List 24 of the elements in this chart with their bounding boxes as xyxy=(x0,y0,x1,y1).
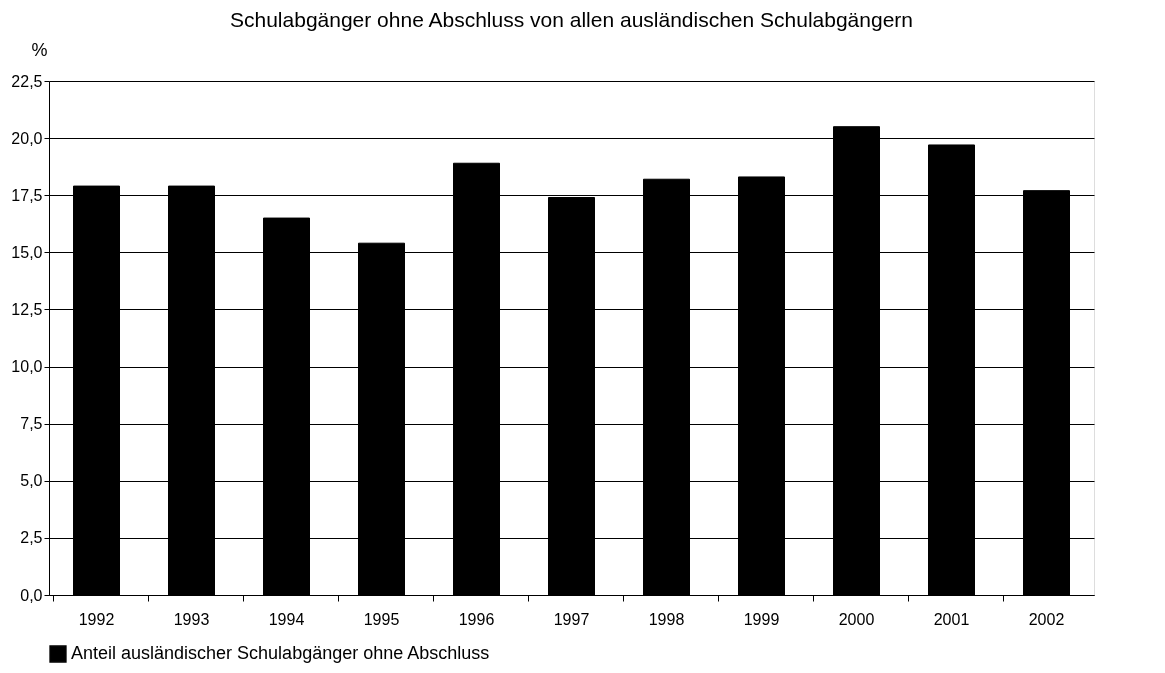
x-tick-label: 1997 xyxy=(553,610,590,628)
x-tick-label: 1995 xyxy=(363,610,400,628)
y-tick-label: 2,5 xyxy=(20,529,43,547)
y-tick-label: 20,0 xyxy=(11,129,43,147)
y-tick-label: 17,5 xyxy=(11,186,43,204)
y-tick-label: 10,0 xyxy=(11,358,43,376)
x-tick-label: 1993 xyxy=(173,610,210,628)
y-tick-label: 12,5 xyxy=(11,300,43,318)
x-tick-label: 1994 xyxy=(268,610,305,628)
y-tick-label: 15,0 xyxy=(11,243,43,261)
x-tick-label: 2002 xyxy=(1028,610,1065,628)
y-tick-label: 0,0 xyxy=(20,586,43,604)
x-tick-label: 1992 xyxy=(78,610,115,628)
x-tick-label: 2001 xyxy=(933,610,970,628)
x-tick-label: 1996 xyxy=(458,610,495,628)
x-tick-label: 1999 xyxy=(743,610,780,628)
chart-title: Schulabgänger ohne Abschluss von allen ausländischen Schulabgängern xyxy=(229,8,914,31)
y-tick-label: 5,0 xyxy=(20,472,43,490)
x-tick-label: 1998 xyxy=(648,610,685,628)
y-tick-label: 22,5 xyxy=(11,72,43,90)
y-tick-label: 7,5 xyxy=(20,415,43,433)
legend-label: Anteil ausländischer Schulabgänger ohne Abschluss xyxy=(71,643,490,663)
x-tick-label: 2000 xyxy=(838,610,875,628)
y-axis-title: % xyxy=(31,39,48,60)
